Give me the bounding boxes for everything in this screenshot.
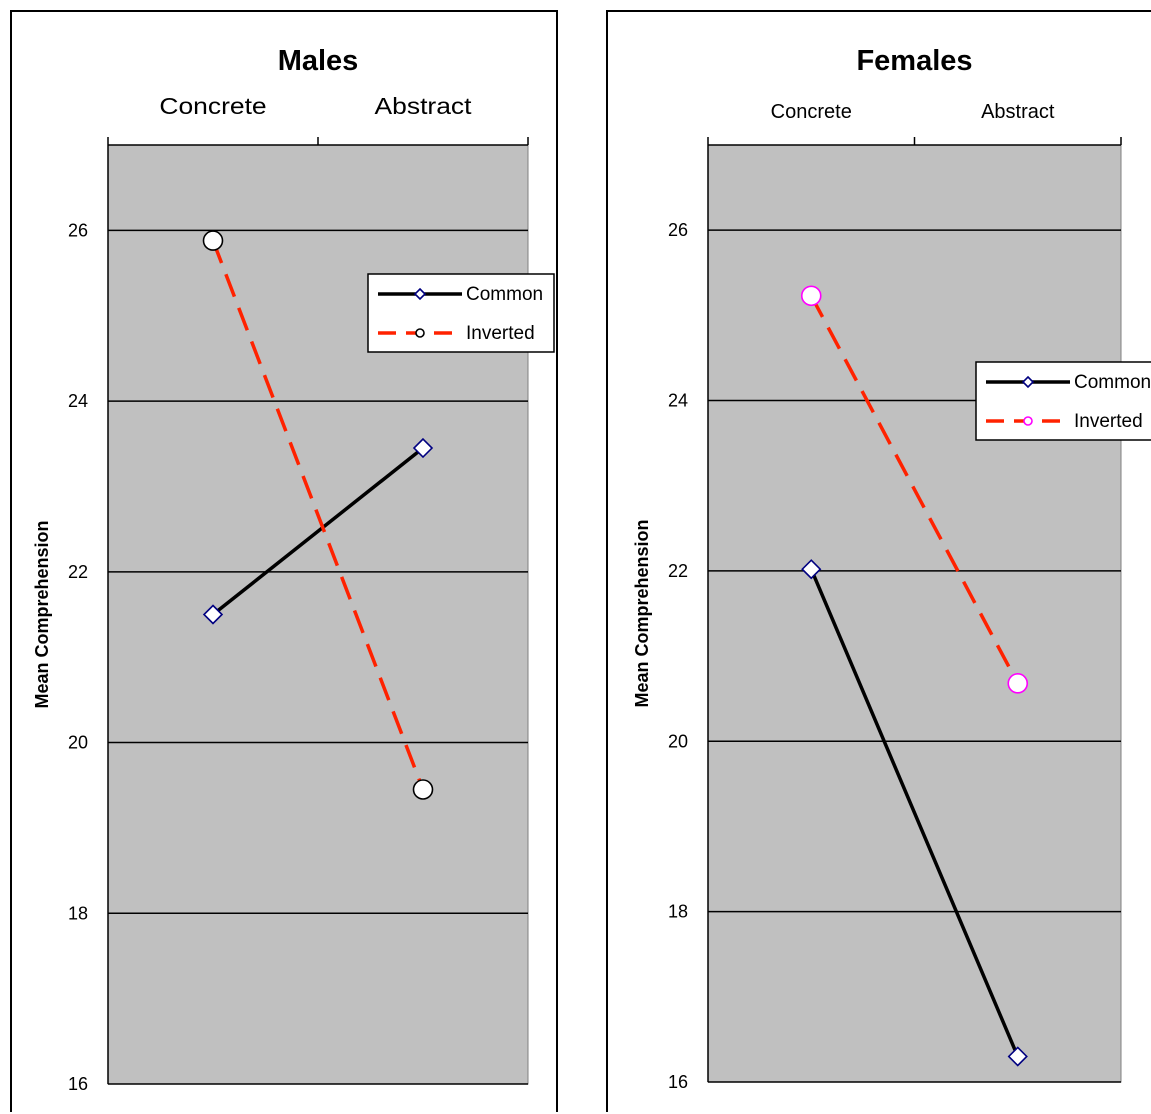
males-y-tick-label: 24 xyxy=(68,391,88,411)
females-category-label: Abstract xyxy=(981,101,1055,123)
females-legend-marker-common xyxy=(1021,375,1035,389)
males-series-common-point xyxy=(202,604,224,625)
females-y-tick-label: 26 xyxy=(668,220,688,240)
males-chart-title: Males xyxy=(278,45,359,77)
males-series-inverted-point xyxy=(412,779,434,800)
females-y-tick-label: 16 xyxy=(668,1072,688,1092)
males-series-inverted-point xyxy=(202,230,224,251)
males-y-tick-label: 16 xyxy=(68,1074,88,1094)
males-legend-marker-common xyxy=(413,287,427,301)
females-y-axis-label: Mean Comprehension xyxy=(632,519,652,707)
females-series-common-point xyxy=(801,559,822,580)
males-y-axis-label: Mean Comprehension xyxy=(32,520,52,708)
males-series-common-point xyxy=(412,437,434,459)
females-y-tick-label: 22 xyxy=(668,561,688,581)
males-legend-marker-inverted xyxy=(415,328,425,338)
females-legend xyxy=(975,361,1151,441)
females-legend-label-common: Common xyxy=(1074,372,1151,393)
females-plot-area xyxy=(707,144,1122,1083)
males-chart: 16 18 20 22 24 26 Concrete Abstract Males Mean Co… xyxy=(32,45,555,1094)
females-chart-panel: 16 18 20 22 24 26 Concrete Abstract Females Mean … xyxy=(606,10,1151,1112)
males-chart-panel: 16 18 20 22 24 26 Concrete Abstract Males Mean Co… xyxy=(10,10,558,1112)
females-y-tick-label: 18 xyxy=(668,902,688,922)
males-category-label: Abstract xyxy=(375,95,472,120)
males-category-label: Concrete xyxy=(159,95,266,120)
females-y-tick-label: 20 xyxy=(668,731,688,751)
males-y-tick-label: 26 xyxy=(68,220,88,240)
females-series-inverted-line xyxy=(809,294,1020,685)
females-category-label: Concrete xyxy=(771,101,852,123)
females-legend-label-inverted: Inverted xyxy=(1074,411,1143,432)
females-series-inverted-point xyxy=(1007,673,1029,694)
females-chart-title: Females xyxy=(856,45,972,77)
females-legend-marker-inverted xyxy=(1023,416,1033,426)
females-y-tick-label: 24 xyxy=(668,391,688,411)
males-legend-label-common: Common xyxy=(466,284,543,305)
males-series-common-line xyxy=(211,446,425,616)
males-y-tick-label: 20 xyxy=(68,733,88,753)
females-series-inverted-point xyxy=(800,285,822,307)
males-y-tick-label: 18 xyxy=(68,903,88,923)
males-legend xyxy=(367,273,555,353)
males-legend-label-inverted: Inverted xyxy=(466,323,535,344)
males-series-inverted-line xyxy=(211,239,425,791)
females-series-common-point xyxy=(1007,1046,1028,1067)
males-y-tick-label: 22 xyxy=(68,562,88,582)
females-series-common-line xyxy=(809,568,1020,1058)
females-chart: 16 18 20 22 24 26 Concrete Abstract Females Mean … xyxy=(632,45,1151,1092)
